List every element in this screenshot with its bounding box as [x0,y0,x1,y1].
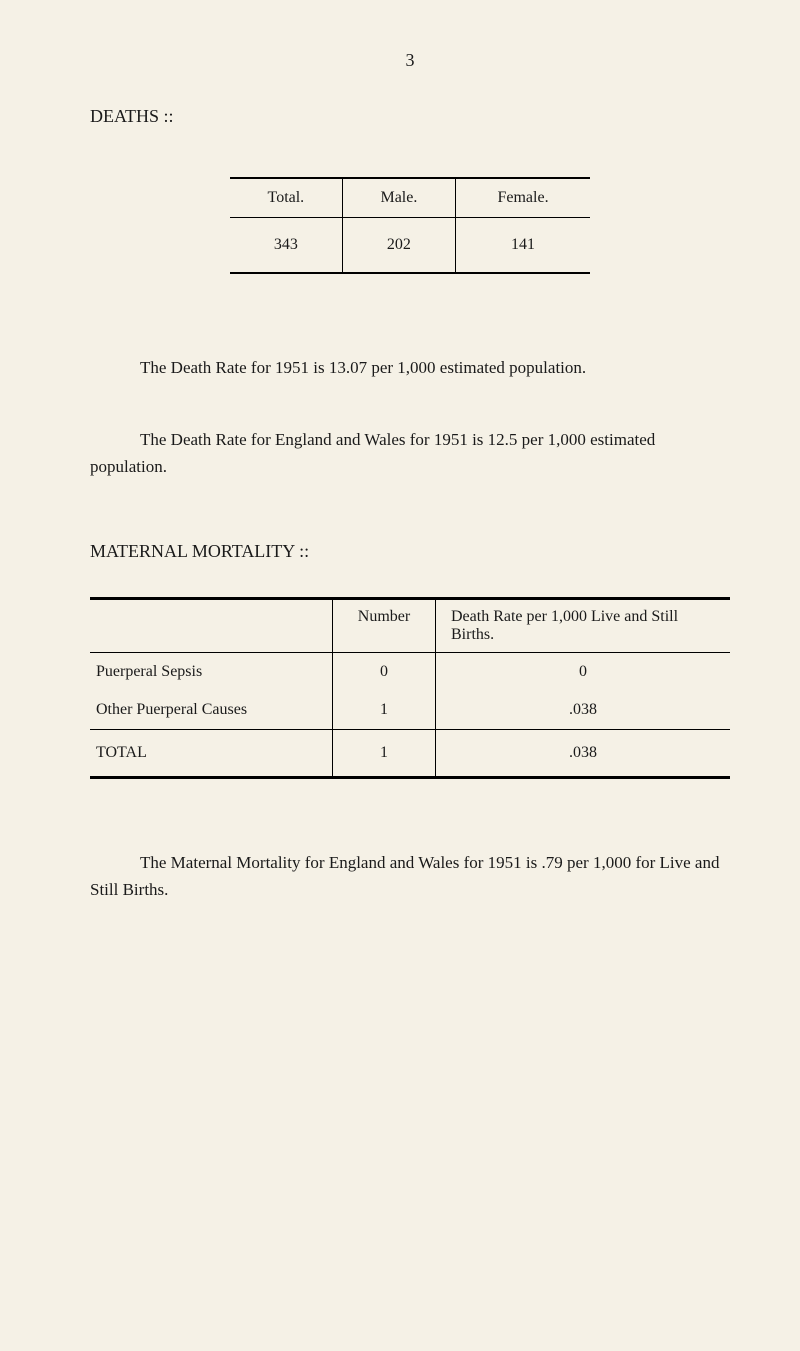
row-label: Puerperal Sepsis [90,652,333,691]
mortality-table: Number Death Rate per 1,000 Live and Sti… [90,597,730,779]
maternal-mortality-paragraph: The Maternal Mortality for England and W… [90,849,730,903]
death-rate-paragraph-1: The Death Rate for 1951 is 13.07 per 1,0… [90,354,730,381]
col-total: Total. [230,178,342,218]
table-header-row: Number Death Rate per 1,000 Live and Sti… [90,598,730,652]
cell-male: 202 [342,218,455,274]
total-label: TOTAL [90,729,333,777]
row-number: 0 [333,652,436,691]
deaths-table: Total. Male. Female. 343 202 141 [230,177,590,274]
cell-total: 343 [230,218,342,274]
document-page: 3 DEATHS :: Total. Male. Female. 343 202… [0,0,800,998]
total-rate: .038 [436,729,731,777]
col-female: Female. [456,178,590,218]
total-number: 1 [333,729,436,777]
col-male: Male. [342,178,455,218]
table-row: Other Puerperal Causes 1 .038 [90,691,730,730]
col-blank [90,598,333,652]
table-row: 343 202 141 [230,218,590,274]
cell-female: 141 [456,218,590,274]
table-total-row: TOTAL 1 .038 [90,729,730,777]
row-rate: .038 [436,691,731,730]
row-number: 1 [333,691,436,730]
table-row: Puerperal Sepsis 0 0 [90,652,730,691]
row-rate: 0 [436,652,731,691]
col-number: Number [333,598,436,652]
deaths-title: DEATHS :: [90,106,730,127]
death-rate-paragraph-2: The Death Rate for England and Wales for… [90,426,730,480]
col-death-rate: Death Rate per 1,000 Live and Still Birt… [436,598,731,652]
table-header-row: Total. Male. Female. [230,178,590,218]
mortality-title: MATERNAL MORTALITY :: [90,541,730,562]
page-number: 3 [90,50,730,71]
row-label: Other Puerperal Causes [90,691,333,730]
